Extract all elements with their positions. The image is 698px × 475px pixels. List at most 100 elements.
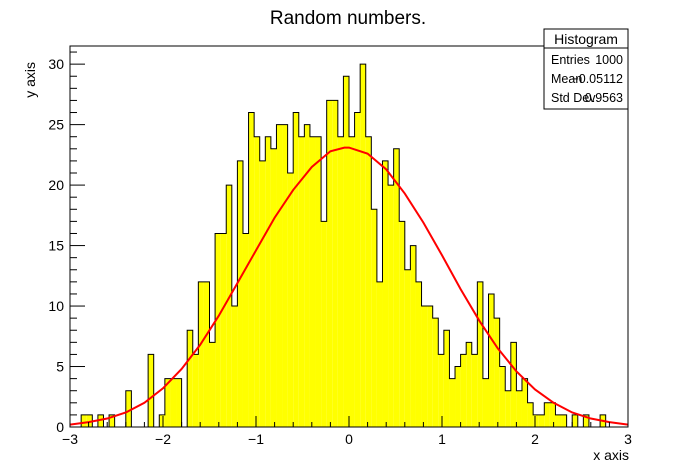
histogram-bar xyxy=(494,318,500,427)
y-tick-label: 10 xyxy=(48,298,64,314)
histogram-bar xyxy=(81,414,87,427)
histogram-bar xyxy=(533,414,539,427)
y-tick-label: 15 xyxy=(48,238,64,254)
stats-mean-label: Mean xyxy=(551,72,582,86)
stats-stddev-label: Std Dev xyxy=(551,91,596,105)
histogram-bar xyxy=(259,160,266,427)
histogram-bar xyxy=(125,390,132,427)
x-tick-label: 2 xyxy=(531,431,539,447)
histogram-bar xyxy=(159,414,165,427)
histogram-bar xyxy=(572,414,578,427)
histogram-bar xyxy=(421,306,428,427)
histogram-bar xyxy=(265,136,271,427)
histogram-bar xyxy=(209,342,216,427)
histogram-bar xyxy=(393,148,400,428)
histogram-bar xyxy=(293,112,299,428)
x-tick-label: 3 xyxy=(624,431,632,447)
chart-title: Random numbers. xyxy=(270,8,426,29)
histogram-bar xyxy=(176,378,182,427)
histogram-bar xyxy=(521,378,528,427)
histogram-bar xyxy=(282,124,288,427)
histogram-bar xyxy=(170,378,177,427)
histogram-bar xyxy=(321,221,327,427)
histogram-bar xyxy=(505,390,511,427)
histogram-bar xyxy=(482,378,489,427)
histogram-bar xyxy=(192,354,199,427)
x-tick-label: −2 xyxy=(155,431,171,447)
histogram-bar xyxy=(449,378,456,427)
histogram-bar xyxy=(304,124,310,427)
histogram-bar xyxy=(410,245,416,427)
histogram-bar xyxy=(220,233,227,427)
histogram-bar xyxy=(544,402,550,427)
histogram-bar xyxy=(466,342,472,427)
histogram-bar xyxy=(315,136,322,427)
histogram-bar xyxy=(388,185,394,427)
y-axis-label: y axis xyxy=(22,62,38,98)
histogram-bar xyxy=(349,136,355,427)
histogram-bar xyxy=(109,414,115,427)
histogram-bar xyxy=(242,233,249,427)
x-tick-label: −1 xyxy=(248,431,264,447)
histogram-bar xyxy=(427,306,433,427)
histogram-bar xyxy=(148,354,154,427)
histogram-bar xyxy=(510,342,517,427)
stats-mean-value: −0.05112 xyxy=(571,72,623,86)
x-tick-label: 1 xyxy=(438,431,446,447)
histogram-bar xyxy=(583,414,589,427)
plot-area xyxy=(69,46,629,428)
histogram-bar xyxy=(354,112,361,428)
histogram-bar xyxy=(527,402,534,427)
histogram-bar xyxy=(443,330,450,427)
x-tick-label: −3 xyxy=(62,431,78,447)
histogram-bar xyxy=(516,390,522,427)
histogram-bar xyxy=(309,136,316,427)
histogram-bar xyxy=(203,281,210,427)
histogram-bar xyxy=(298,136,305,427)
fit-curve xyxy=(69,146,629,426)
histogram-bar xyxy=(399,221,405,427)
histogram-bar xyxy=(432,318,439,427)
histogram-bar xyxy=(404,269,411,427)
histogram-bar xyxy=(97,414,104,427)
histogram-bar xyxy=(371,209,377,427)
histogram-bar xyxy=(237,160,243,427)
stats-box-title: Histogram xyxy=(554,31,618,47)
y-tick-label: 30 xyxy=(48,56,64,72)
stats-entries-label: Entries xyxy=(551,53,590,67)
histogram-bar xyxy=(198,281,204,427)
histogram-bar xyxy=(561,414,567,427)
y-tick-label: 25 xyxy=(48,117,64,133)
histogram-bar xyxy=(187,330,193,427)
histogram-bar xyxy=(86,414,93,427)
histogram-bar xyxy=(415,281,422,427)
histogram-bar xyxy=(499,366,506,427)
histogram-bar xyxy=(326,100,333,427)
histogram-bar xyxy=(455,366,461,427)
histogram-bar xyxy=(254,136,260,427)
histogram-bar xyxy=(477,281,483,427)
histogram-bar xyxy=(215,233,221,427)
histogram-bar xyxy=(365,136,372,427)
histogram-bar xyxy=(549,402,556,427)
histogram-bar xyxy=(231,306,238,427)
y-tick-label: 20 xyxy=(48,177,64,193)
histogram-bar xyxy=(226,185,232,427)
histogram-bar xyxy=(471,354,478,427)
stats-entries-value: 1000 xyxy=(595,53,623,67)
histogram-bar xyxy=(376,281,383,427)
histogram-bar xyxy=(276,124,283,427)
y-tick-label: 0 xyxy=(56,419,64,435)
histogram-bar xyxy=(287,173,294,427)
histogram-bar xyxy=(488,293,495,427)
stats-stddev-value: 0.9563 xyxy=(585,91,623,105)
histogram-bar xyxy=(460,354,467,427)
histogram-bar xyxy=(332,100,338,427)
x-axis-label: x axis xyxy=(593,447,629,463)
histogram-bar xyxy=(343,76,349,427)
histogram-bar xyxy=(382,160,389,427)
histogram-bar xyxy=(555,414,562,427)
histogram-bar xyxy=(538,414,545,427)
